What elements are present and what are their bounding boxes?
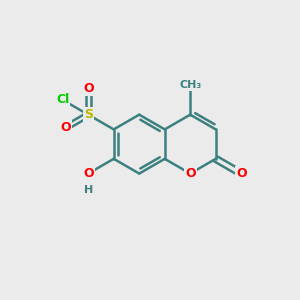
Text: O: O [185,167,196,180]
Text: H: H [84,185,93,195]
Text: O: O [83,82,94,95]
Text: S: S [84,108,93,121]
Text: Cl: Cl [56,93,69,106]
Text: O: O [83,167,94,180]
Text: O: O [60,122,70,134]
Text: O: O [236,167,247,180]
Text: CH₃: CH₃ [179,80,201,90]
